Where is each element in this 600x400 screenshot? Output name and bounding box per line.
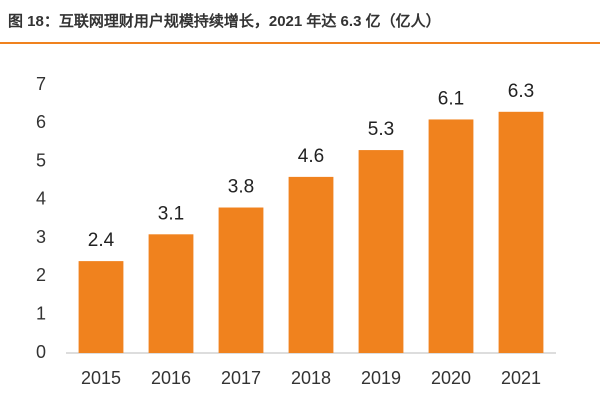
x-tick-label: 2018 [291, 368, 331, 388]
value-label: 6.3 [508, 81, 534, 102]
bar [78, 261, 124, 353]
y-tick-label: 1 [36, 303, 46, 323]
bar [218, 207, 264, 353]
x-tick-label: 2015 [81, 368, 121, 388]
x-tick-label: 2021 [501, 368, 541, 388]
y-tick-label: 4 [36, 189, 46, 209]
bar [358, 150, 404, 353]
value-label: 4.6 [298, 146, 324, 167]
value-label: 3.8 [228, 177, 254, 198]
value-label: 5.3 [368, 119, 394, 140]
y-tick-label: 6 [36, 112, 46, 132]
y-tick-label: 3 [36, 227, 46, 247]
value-label: 3.1 [158, 203, 184, 224]
y-tick-label: 7 [36, 74, 46, 94]
x-tick-label: 2017 [221, 368, 261, 388]
chart-title: 图 18：互联网理财用户规模持续增长，2021 年达 6.3 亿（亿人） [8, 12, 441, 30]
x-tick-label: 2019 [361, 368, 401, 388]
y-tick-label: 2 [36, 265, 46, 285]
x-tick-label: 2016 [151, 368, 191, 388]
bar [288, 176, 334, 353]
bar [428, 119, 474, 353]
bar [148, 234, 194, 353]
y-tick-label: 5 [36, 150, 46, 170]
y-tick-label: 0 [36, 342, 46, 362]
value-label: 2.4 [88, 230, 115, 251]
bar [498, 111, 544, 353]
x-tick-label: 2020 [431, 368, 471, 388]
value-label: 6.1 [438, 88, 464, 109]
